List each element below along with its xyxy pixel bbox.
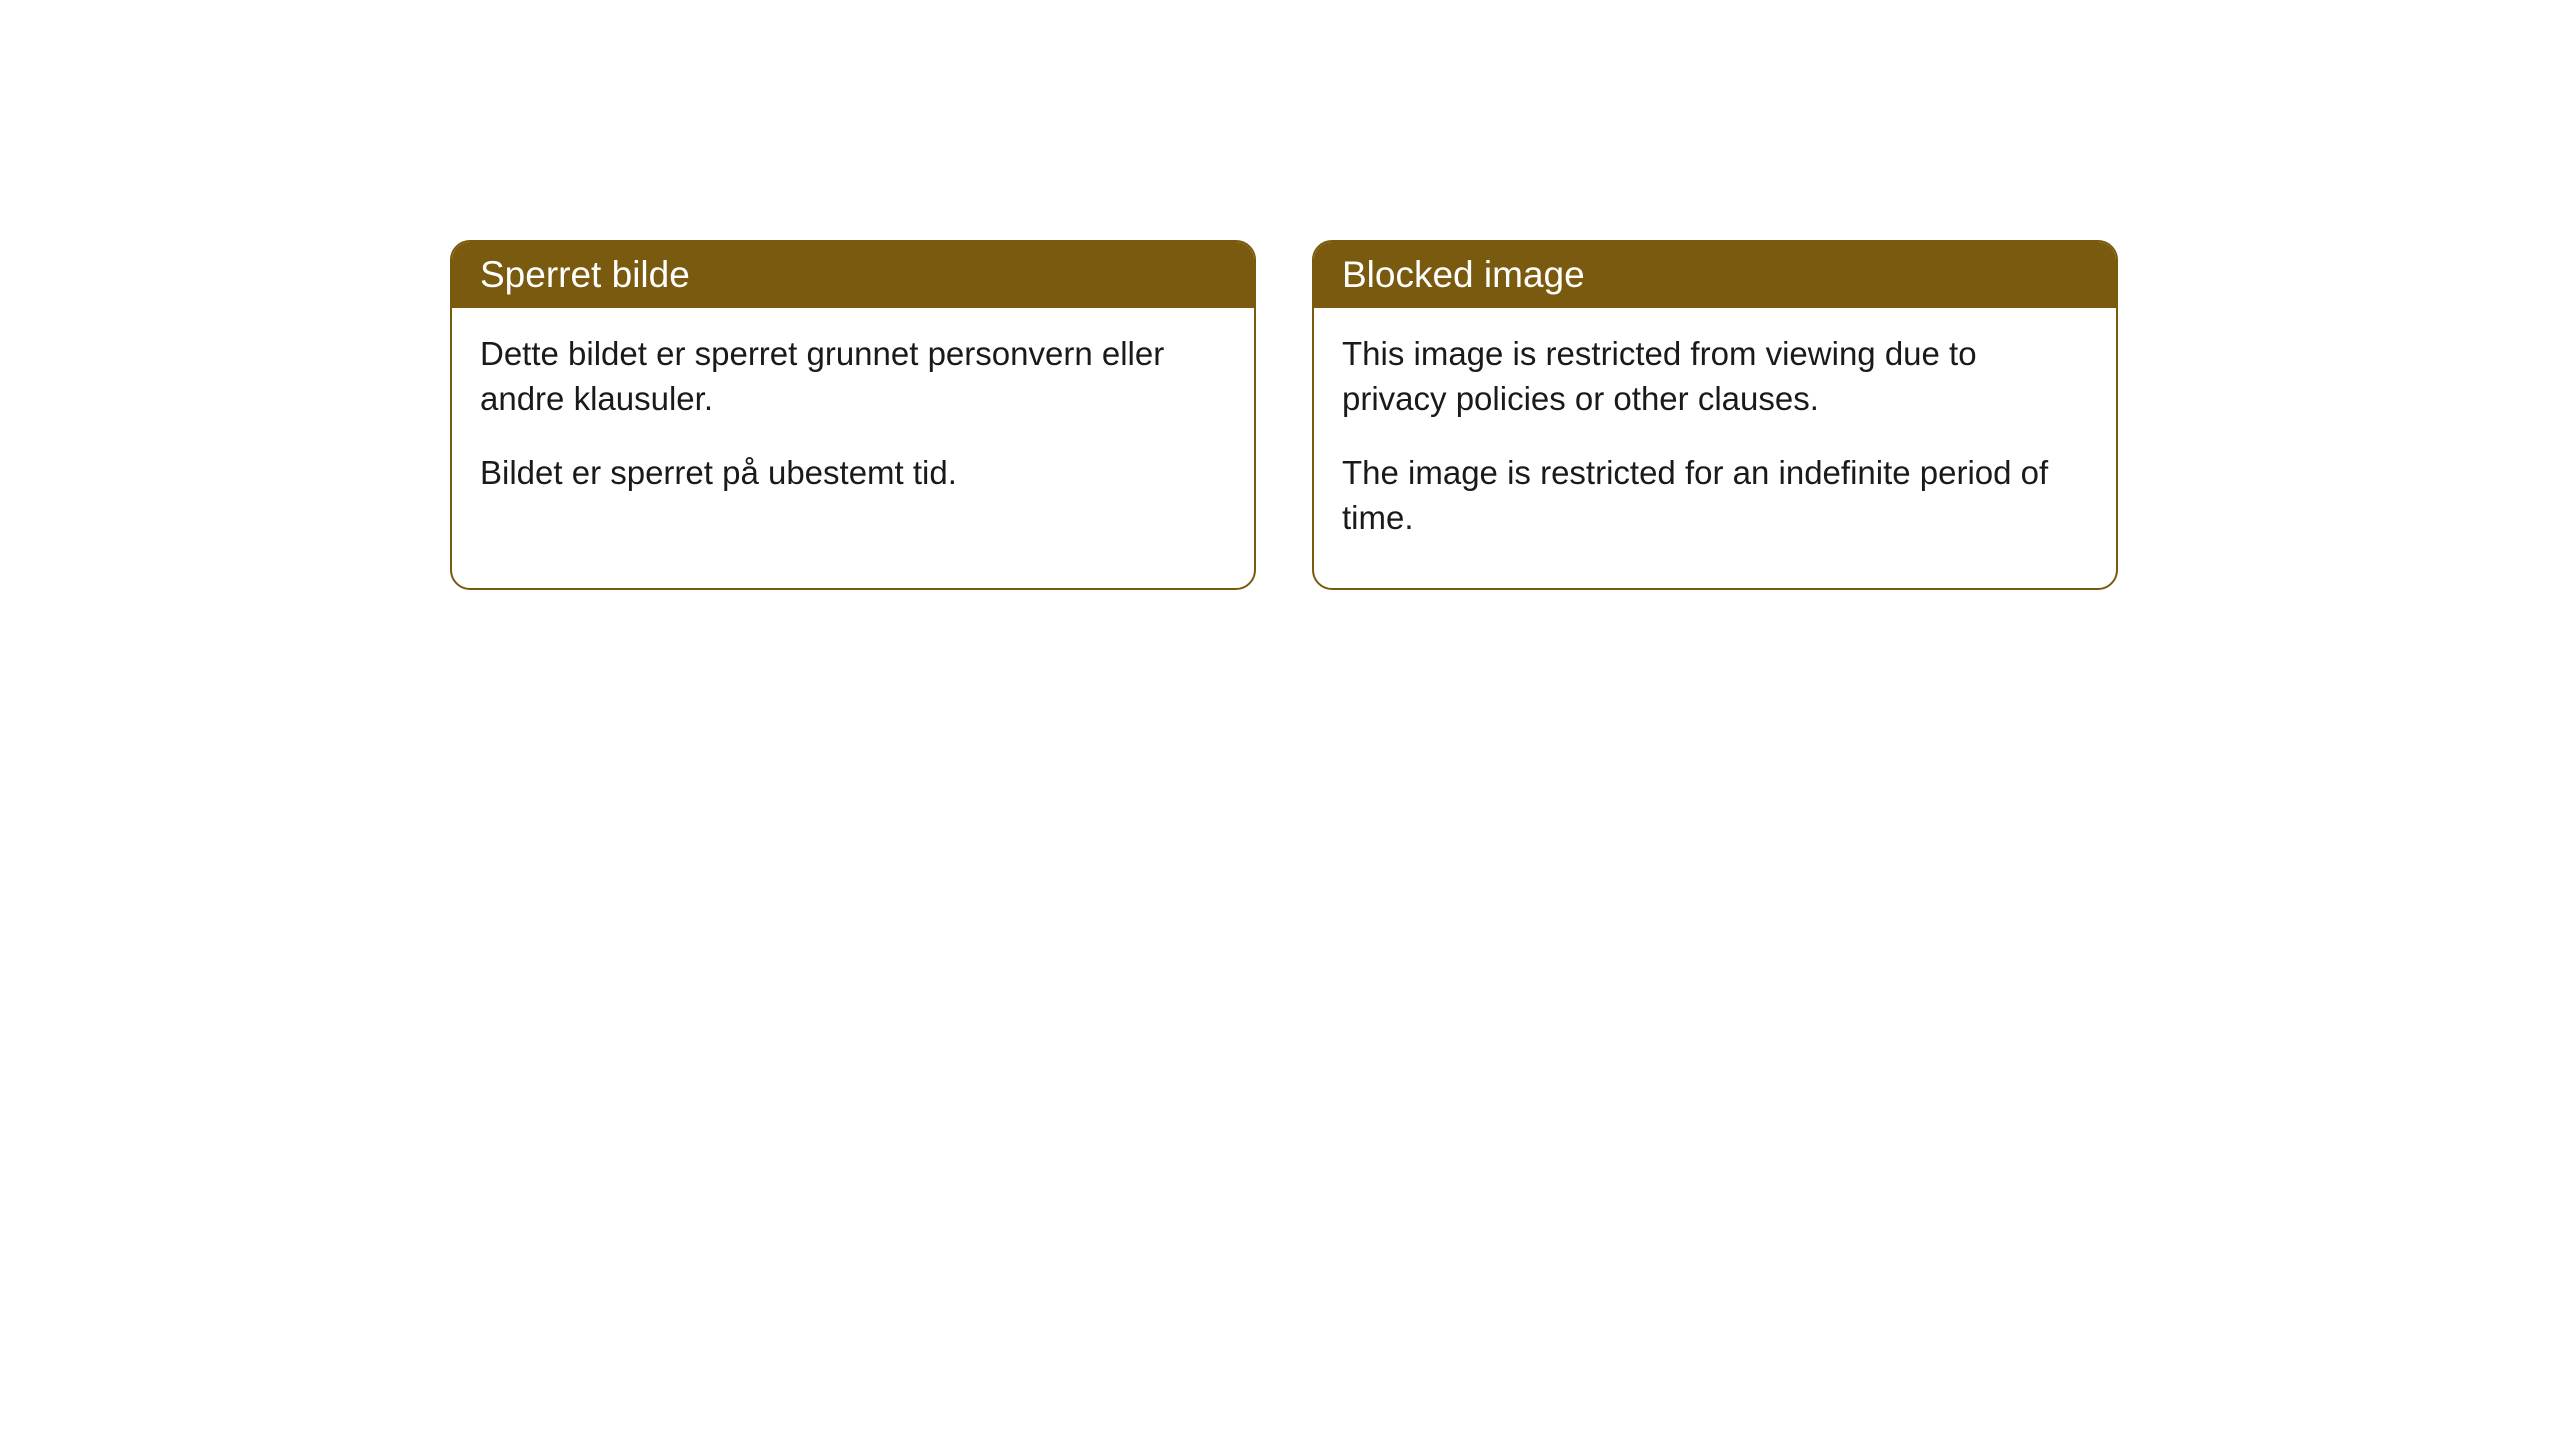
notice-card-english: Blocked image This image is restricted f… xyxy=(1312,240,2118,590)
card-body: Dette bildet er sperret grunnet personve… xyxy=(452,308,1254,544)
card-title: Blocked image xyxy=(1314,242,2116,308)
card-paragraph: Dette bildet er sperret grunnet personve… xyxy=(480,332,1226,421)
notice-card-norwegian: Sperret bilde Dette bildet er sperret gr… xyxy=(450,240,1256,590)
card-paragraph: This image is restricted from viewing du… xyxy=(1342,332,2088,421)
notice-container: Sperret bilde Dette bildet er sperret gr… xyxy=(0,0,2560,590)
card-title: Sperret bilde xyxy=(452,242,1254,308)
card-body: This image is restricted from viewing du… xyxy=(1314,308,2116,588)
card-paragraph: Bildet er sperret på ubestemt tid. xyxy=(480,451,1226,496)
card-paragraph: The image is restricted for an indefinit… xyxy=(1342,451,2088,540)
